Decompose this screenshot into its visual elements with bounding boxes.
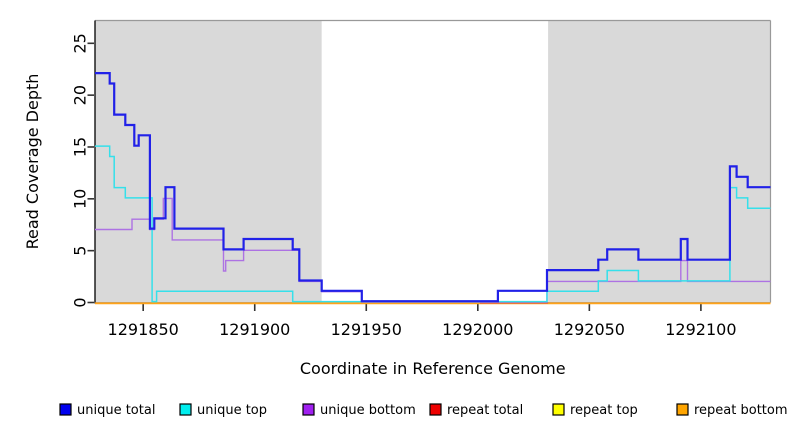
shaded-region [95,20,322,304]
legend-swatch-repeat-bottom [676,403,689,416]
x-tick-label: 1292050 [554,320,625,339]
y-tick-label: 20 [71,85,90,105]
series-unique-total [95,72,771,303]
legend-swatch-unique-top [179,403,192,416]
data-series [95,72,771,305]
x-tick-label: 1292100 [665,320,736,339]
series-unique-top [95,145,771,303]
legend-swatch-repeat-top [552,403,565,416]
axis-tick-labels: 1291850 1291900 1291950 1292000 1292050 12921… [71,33,737,339]
legend-label-repeat-total: repeat total [447,403,523,418]
x-axis-label: Coordinate in Reference Genome [300,359,566,378]
legend-label-repeat-bottom: repeat bottom [694,403,788,418]
y-tick-label: 10 [71,189,90,209]
axis-ticks [87,42,702,311]
x-tick-label: 1291900 [219,320,290,339]
legend-label-repeat-top: repeat top [570,403,638,418]
shaded-region [548,20,771,304]
y-tick-label: 5 [71,246,90,256]
legend-swatch-unique-total [59,403,72,416]
y-tick-label: 0 [71,297,90,307]
legend-swatch-unique-bottom [302,403,315,416]
y-tick-label: 15 [71,137,90,157]
y-tick-label: 25 [71,33,90,53]
x-tick-label: 1292000 [442,320,513,339]
legend-swatch-repeat-total [429,403,442,416]
x-tick-label: 1291850 [108,320,179,339]
y-axis-label: Read Coverage Depth [23,74,42,250]
x-tick-label: 1291950 [331,320,402,339]
legend-label-unique-bottom: unique bottom [320,403,416,418]
shaded-regions [95,20,771,304]
legend-label-unique-total: unique total [77,403,155,418]
legend: unique total unique top unique bottom repea… [59,403,788,418]
legend-label-unique-top: unique top [197,403,267,418]
